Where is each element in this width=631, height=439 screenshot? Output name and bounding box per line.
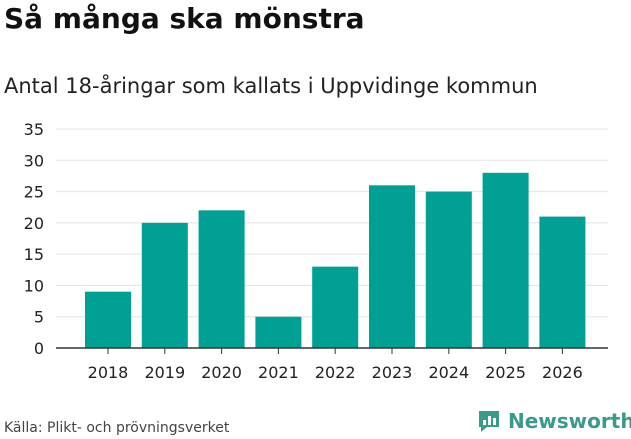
y-tick-label: 5 <box>34 308 44 327</box>
brand-name: Newsworthy <box>508 409 631 433</box>
y-tick-label: 10 <box>24 276 44 295</box>
bar-2023 <box>369 185 415 348</box>
bar-2025 <box>482 172 529 348</box>
y-tick-label: 0 <box>34 339 44 358</box>
bar-2018 <box>85 291 131 348</box>
source-note: Källa: Plikt- och prövningsverket <box>4 420 230 436</box>
y-tick-label: 15 <box>24 245 44 264</box>
x-tick-label: 2019 <box>144 363 185 382</box>
x-tick-label: 2022 <box>315 363 356 382</box>
brand-logo: Newsworthy <box>476 408 631 434</box>
x-tick-label: 2026 <box>542 363 583 382</box>
bar-2020 <box>198 210 245 348</box>
x-tick-label: 2023 <box>372 363 413 382</box>
bar-2019 <box>141 222 188 348</box>
x-tick-label: 2018 <box>88 363 129 382</box>
y-tick-label: 20 <box>24 214 44 233</box>
bar-2026 <box>539 216 586 348</box>
chart-subtitle: Antal 18-åringar som kallats i Uppviding… <box>4 74 538 98</box>
newsworthy-logo-icon <box>479 411 499 432</box>
y-tick-label: 30 <box>24 151 44 170</box>
y-tick-label: 25 <box>24 183 44 202</box>
bar-2024 <box>425 191 472 348</box>
bar-2021 <box>255 316 302 348</box>
y-tick-label: 35 <box>24 120 44 139</box>
x-tick-label: 2021 <box>258 363 299 382</box>
x-tick-label: 2020 <box>201 363 242 382</box>
bar-2022 <box>312 266 359 348</box>
x-tick-label: 2024 <box>428 363 469 382</box>
chart-title: Så många ska mönstra <box>4 2 365 35</box>
x-tick-label: 2025 <box>485 363 526 382</box>
